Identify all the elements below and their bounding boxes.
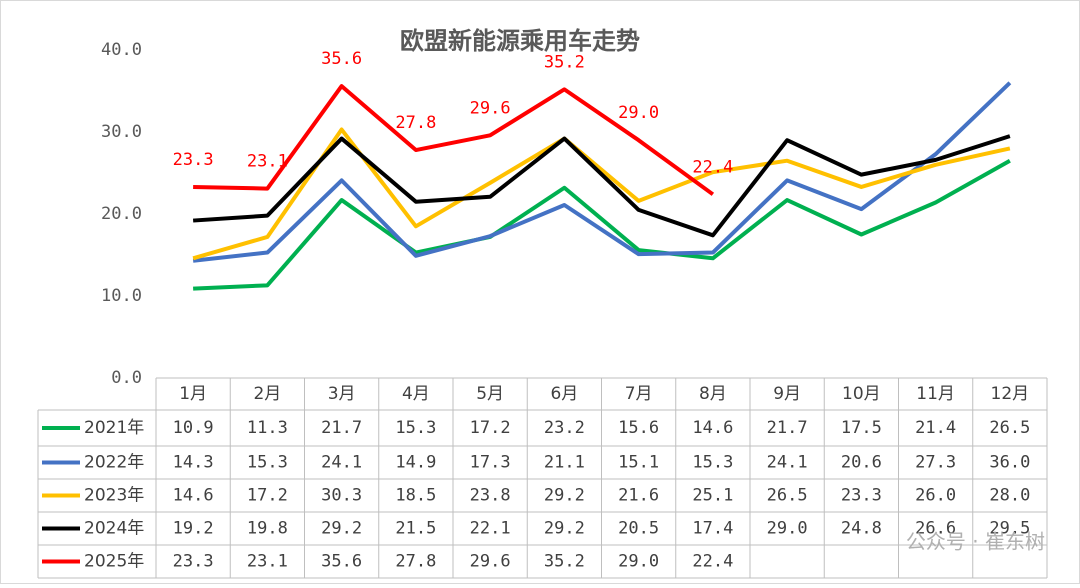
legend-label: 2022年 <box>84 453 144 473</box>
x-tick-label: 11月 <box>916 384 955 404</box>
y-tick-label: 40.0 <box>101 40 142 60</box>
data-label: 27.8 <box>395 113 436 133</box>
table-cell: 26.5 <box>989 418 1030 438</box>
x-tick-label: 8月 <box>699 384 727 404</box>
table-cell: 27.3 <box>915 453 956 473</box>
legend-label: 2021年 <box>84 418 144 438</box>
table-cell: 35.6 <box>321 552 362 572</box>
table-cell: 14.9 <box>395 453 436 473</box>
table-cell: 35.2 <box>544 552 585 572</box>
table-cell: 18.5 <box>395 486 436 506</box>
x-tick-label: 4月 <box>402 384 430 404</box>
table-cell: 21.6 <box>618 486 659 506</box>
data-label: 29.6 <box>470 98 511 118</box>
data-label: 23.1 <box>247 152 288 172</box>
x-tick-label: 9月 <box>773 384 801 404</box>
table-cell: 26.6 <box>915 519 956 539</box>
table-cell: 21.7 <box>767 418 808 438</box>
table-cell: 23.3 <box>173 552 214 572</box>
table-cell: 21.4 <box>915 418 956 438</box>
x-tick-label: 5月 <box>476 384 504 404</box>
x-tick-label: 10月 <box>842 384 881 404</box>
table-cell: 21.1 <box>544 453 585 473</box>
table-cell: 29.2 <box>544 486 585 506</box>
y-tick-label: 10.0 <box>101 286 142 306</box>
series-line <box>192 134 1011 238</box>
data-label: 23.3 <box>173 150 214 170</box>
table-cell: 14.6 <box>173 486 214 506</box>
legend-label: 2023年 <box>84 486 144 506</box>
table-cell: 23.3 <box>841 486 882 506</box>
x-tick-label: 12月 <box>991 384 1030 404</box>
table-cell: 21.7 <box>321 418 362 438</box>
table-cell: 24.1 <box>321 453 362 473</box>
table-cell: 14.6 <box>692 418 733 438</box>
table-cell: 20.5 <box>618 519 659 539</box>
chart-title: 欧盟新能源乘用车走势 <box>400 27 640 55</box>
table-cell: 28.0 <box>989 486 1030 506</box>
table-cell: 24.8 <box>841 519 882 539</box>
table-cell: 15.6 <box>618 418 659 438</box>
table-cell: 29.0 <box>618 552 659 572</box>
table-cell: 22.1 <box>470 519 511 539</box>
table-cell: 24.1 <box>767 453 808 473</box>
legend-label: 2024年 <box>84 519 144 539</box>
table-cell: 15.3 <box>247 453 288 473</box>
table-cell: 29.5 <box>989 519 1030 539</box>
table-cell: 19.2 <box>173 519 214 539</box>
table-cell: 23.8 <box>470 486 511 506</box>
table-cell: 27.8 <box>395 552 436 572</box>
table-cell: 15.3 <box>692 453 733 473</box>
table-cell: 17.2 <box>247 486 288 506</box>
series-line <box>192 81 1012 263</box>
data-label: 35.6 <box>321 49 362 69</box>
table-cell: 15.3 <box>395 418 436 438</box>
table-cell: 23.2 <box>544 418 585 438</box>
series-line <box>192 127 1011 261</box>
x-tick-label: 7月 <box>625 384 653 404</box>
table-cell: 26.5 <box>767 486 808 506</box>
y-tick-label: 30.0 <box>101 122 142 142</box>
table-cell: 30.3 <box>321 486 362 506</box>
y-tick-label: 0.0 <box>111 368 142 388</box>
table-cell: 29.2 <box>544 519 585 539</box>
table-cell: 17.5 <box>841 418 882 438</box>
table-cell: 17.3 <box>470 453 511 473</box>
table-cell: 21.5 <box>395 519 436 539</box>
table-cell: 22.4 <box>692 552 733 572</box>
table-cell: 17.4 <box>692 519 733 539</box>
watermark: 公众号 · 崔东树 <box>906 530 1045 554</box>
table-cell: 26.0 <box>915 486 956 506</box>
series-line <box>193 84 715 196</box>
table-cell: 25.1 <box>692 486 733 506</box>
data-label: 22.4 <box>692 157 733 177</box>
series-line <box>193 158 1011 291</box>
table-cell: 20.6 <box>841 453 882 473</box>
table-cell: 19.8 <box>247 519 288 539</box>
x-tick-label: 2月 <box>253 384 281 404</box>
table-cell: 15.1 <box>618 453 659 473</box>
table-cell: 17.2 <box>470 418 511 438</box>
table-cell: 29.0 <box>767 519 808 539</box>
legend-label: 2025年 <box>84 552 144 572</box>
table-cell: 11.3 <box>247 418 288 438</box>
y-tick-label: 20.0 <box>101 204 142 224</box>
x-tick-label: 6月 <box>550 384 578 404</box>
x-tick-label: 3月 <box>328 384 356 404</box>
table-cell: 14.3 <box>173 453 214 473</box>
table-cell: 36.0 <box>989 453 1030 473</box>
data-label: 35.2 <box>544 52 585 72</box>
table-cell: 29.2 <box>321 519 362 539</box>
table-cell: 23.1 <box>247 552 288 572</box>
table-cell: 10.9 <box>173 418 214 438</box>
table-cell: 29.6 <box>470 552 511 572</box>
x-tick-label: 1月 <box>179 384 207 404</box>
data-label: 29.0 <box>618 103 659 123</box>
